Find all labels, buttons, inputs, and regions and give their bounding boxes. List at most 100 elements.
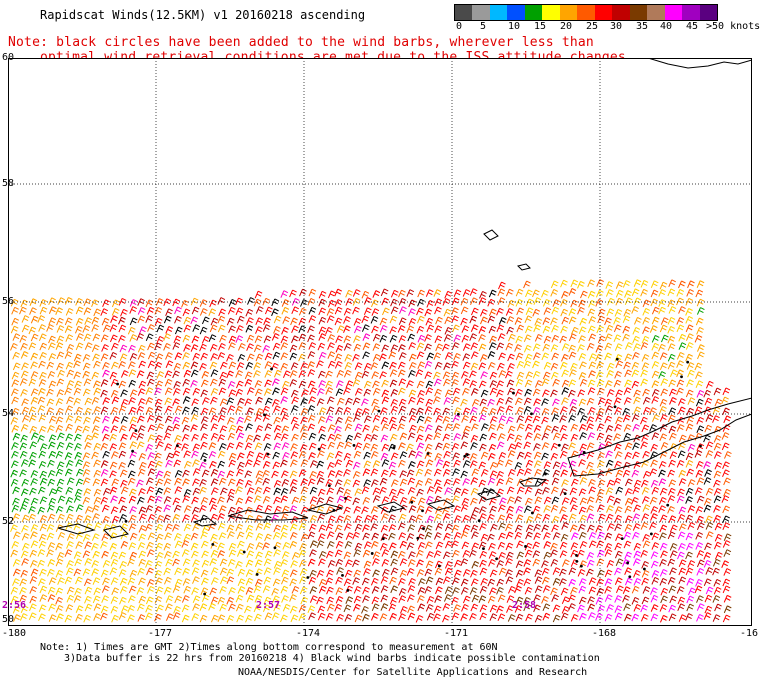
wind-barb xyxy=(651,570,660,578)
wind-barb xyxy=(246,407,254,416)
wind-barb xyxy=(380,469,389,478)
wind-barb xyxy=(640,416,648,425)
wind-barb xyxy=(228,389,237,398)
wind-barb xyxy=(452,587,460,595)
wind-barb xyxy=(534,488,543,497)
wind-barb xyxy=(210,533,218,542)
wind-barb xyxy=(334,549,343,558)
wind-barb xyxy=(136,333,144,341)
wind-barb xyxy=(226,470,235,478)
wind-barb xyxy=(255,306,264,314)
wind-barb xyxy=(29,549,38,558)
wind-barb xyxy=(352,306,360,315)
wind-barb xyxy=(201,550,209,559)
wind-barb xyxy=(559,424,568,433)
wind-barb xyxy=(469,612,477,621)
wind-barb xyxy=(363,451,371,460)
wind-barb xyxy=(155,487,164,496)
wind-barb xyxy=(20,388,28,397)
wind-barb xyxy=(183,505,192,513)
wind-barb xyxy=(300,596,309,605)
wind-barb xyxy=(253,362,262,370)
wind-barb xyxy=(325,479,334,487)
wind-barb xyxy=(308,452,316,460)
wind-barb xyxy=(515,298,524,307)
wind-barb xyxy=(281,414,289,422)
wind-barb xyxy=(722,585,731,594)
wind-barb xyxy=(516,468,525,477)
wind-barb xyxy=(66,505,74,514)
wind-barb xyxy=(451,371,460,380)
wind-barb xyxy=(523,441,532,450)
wind-barb xyxy=(496,605,504,614)
wind-barb xyxy=(514,344,522,352)
wind-barb xyxy=(236,380,244,389)
wind-barb xyxy=(74,380,82,389)
wind-barb xyxy=(83,515,92,523)
wind-barb xyxy=(442,603,451,611)
lat-label-52: 52 xyxy=(2,516,15,527)
wind-barb xyxy=(570,362,578,371)
wind-barb xyxy=(129,306,137,314)
wind-barb xyxy=(550,344,559,352)
wind-barb xyxy=(570,504,578,512)
wind-barb xyxy=(389,334,398,343)
wind-barb xyxy=(308,396,316,404)
wind-barb xyxy=(210,549,219,558)
wind-barb xyxy=(442,614,450,623)
wind-barb xyxy=(604,578,613,586)
wind-barb xyxy=(660,388,669,397)
wind-barb xyxy=(101,425,110,434)
wind-barb xyxy=(424,433,433,442)
wind-barb xyxy=(263,317,271,326)
wind-barb xyxy=(371,371,380,379)
wind-barb xyxy=(724,451,732,459)
wind-barb xyxy=(182,396,191,404)
contamination-marker xyxy=(273,546,277,550)
wind-barb xyxy=(289,540,298,549)
wind-barb xyxy=(676,289,685,297)
wind-barb xyxy=(290,560,298,568)
wind-barb xyxy=(399,497,408,505)
wind-barb xyxy=(532,415,541,424)
wind-barb xyxy=(19,578,28,587)
wind-barb xyxy=(127,614,135,623)
wind-barb xyxy=(282,451,290,460)
wind-barb xyxy=(64,549,73,557)
wind-barb xyxy=(416,569,425,577)
wind-barb xyxy=(73,387,82,396)
wind-barb xyxy=(651,486,660,495)
wind-barb xyxy=(487,578,496,587)
wind-barb xyxy=(406,469,415,478)
wind-barb xyxy=(453,505,461,514)
wind-barb xyxy=(226,524,235,533)
wind-barb xyxy=(622,469,631,478)
wind-barb xyxy=(38,533,47,542)
wind-barb xyxy=(281,306,290,315)
wind-barb xyxy=(137,468,146,477)
wind-barb xyxy=(633,479,642,488)
wind-barb xyxy=(100,334,109,343)
wind-barb xyxy=(56,613,64,621)
wind-barb xyxy=(668,407,677,416)
wind-barb xyxy=(56,362,64,371)
wind-barb xyxy=(586,397,595,406)
wind-barb xyxy=(552,567,561,575)
wind-barb xyxy=(38,613,46,622)
wind-barb xyxy=(146,371,155,380)
wind-barb xyxy=(281,551,290,559)
wind-barb xyxy=(192,459,200,467)
wind-barb xyxy=(335,450,343,459)
wind-barb xyxy=(686,468,694,477)
wind-barb xyxy=(307,414,316,423)
wind-barb xyxy=(118,496,126,505)
wind-barb xyxy=(705,380,714,389)
wind-barb xyxy=(541,567,550,576)
wind-barb xyxy=(156,551,164,560)
wind-barb xyxy=(145,612,153,621)
wind-barb xyxy=(578,326,587,335)
wind-barb xyxy=(209,378,218,387)
wind-barb xyxy=(426,612,435,621)
wind-barb xyxy=(361,324,370,332)
wind-barb xyxy=(595,371,604,379)
